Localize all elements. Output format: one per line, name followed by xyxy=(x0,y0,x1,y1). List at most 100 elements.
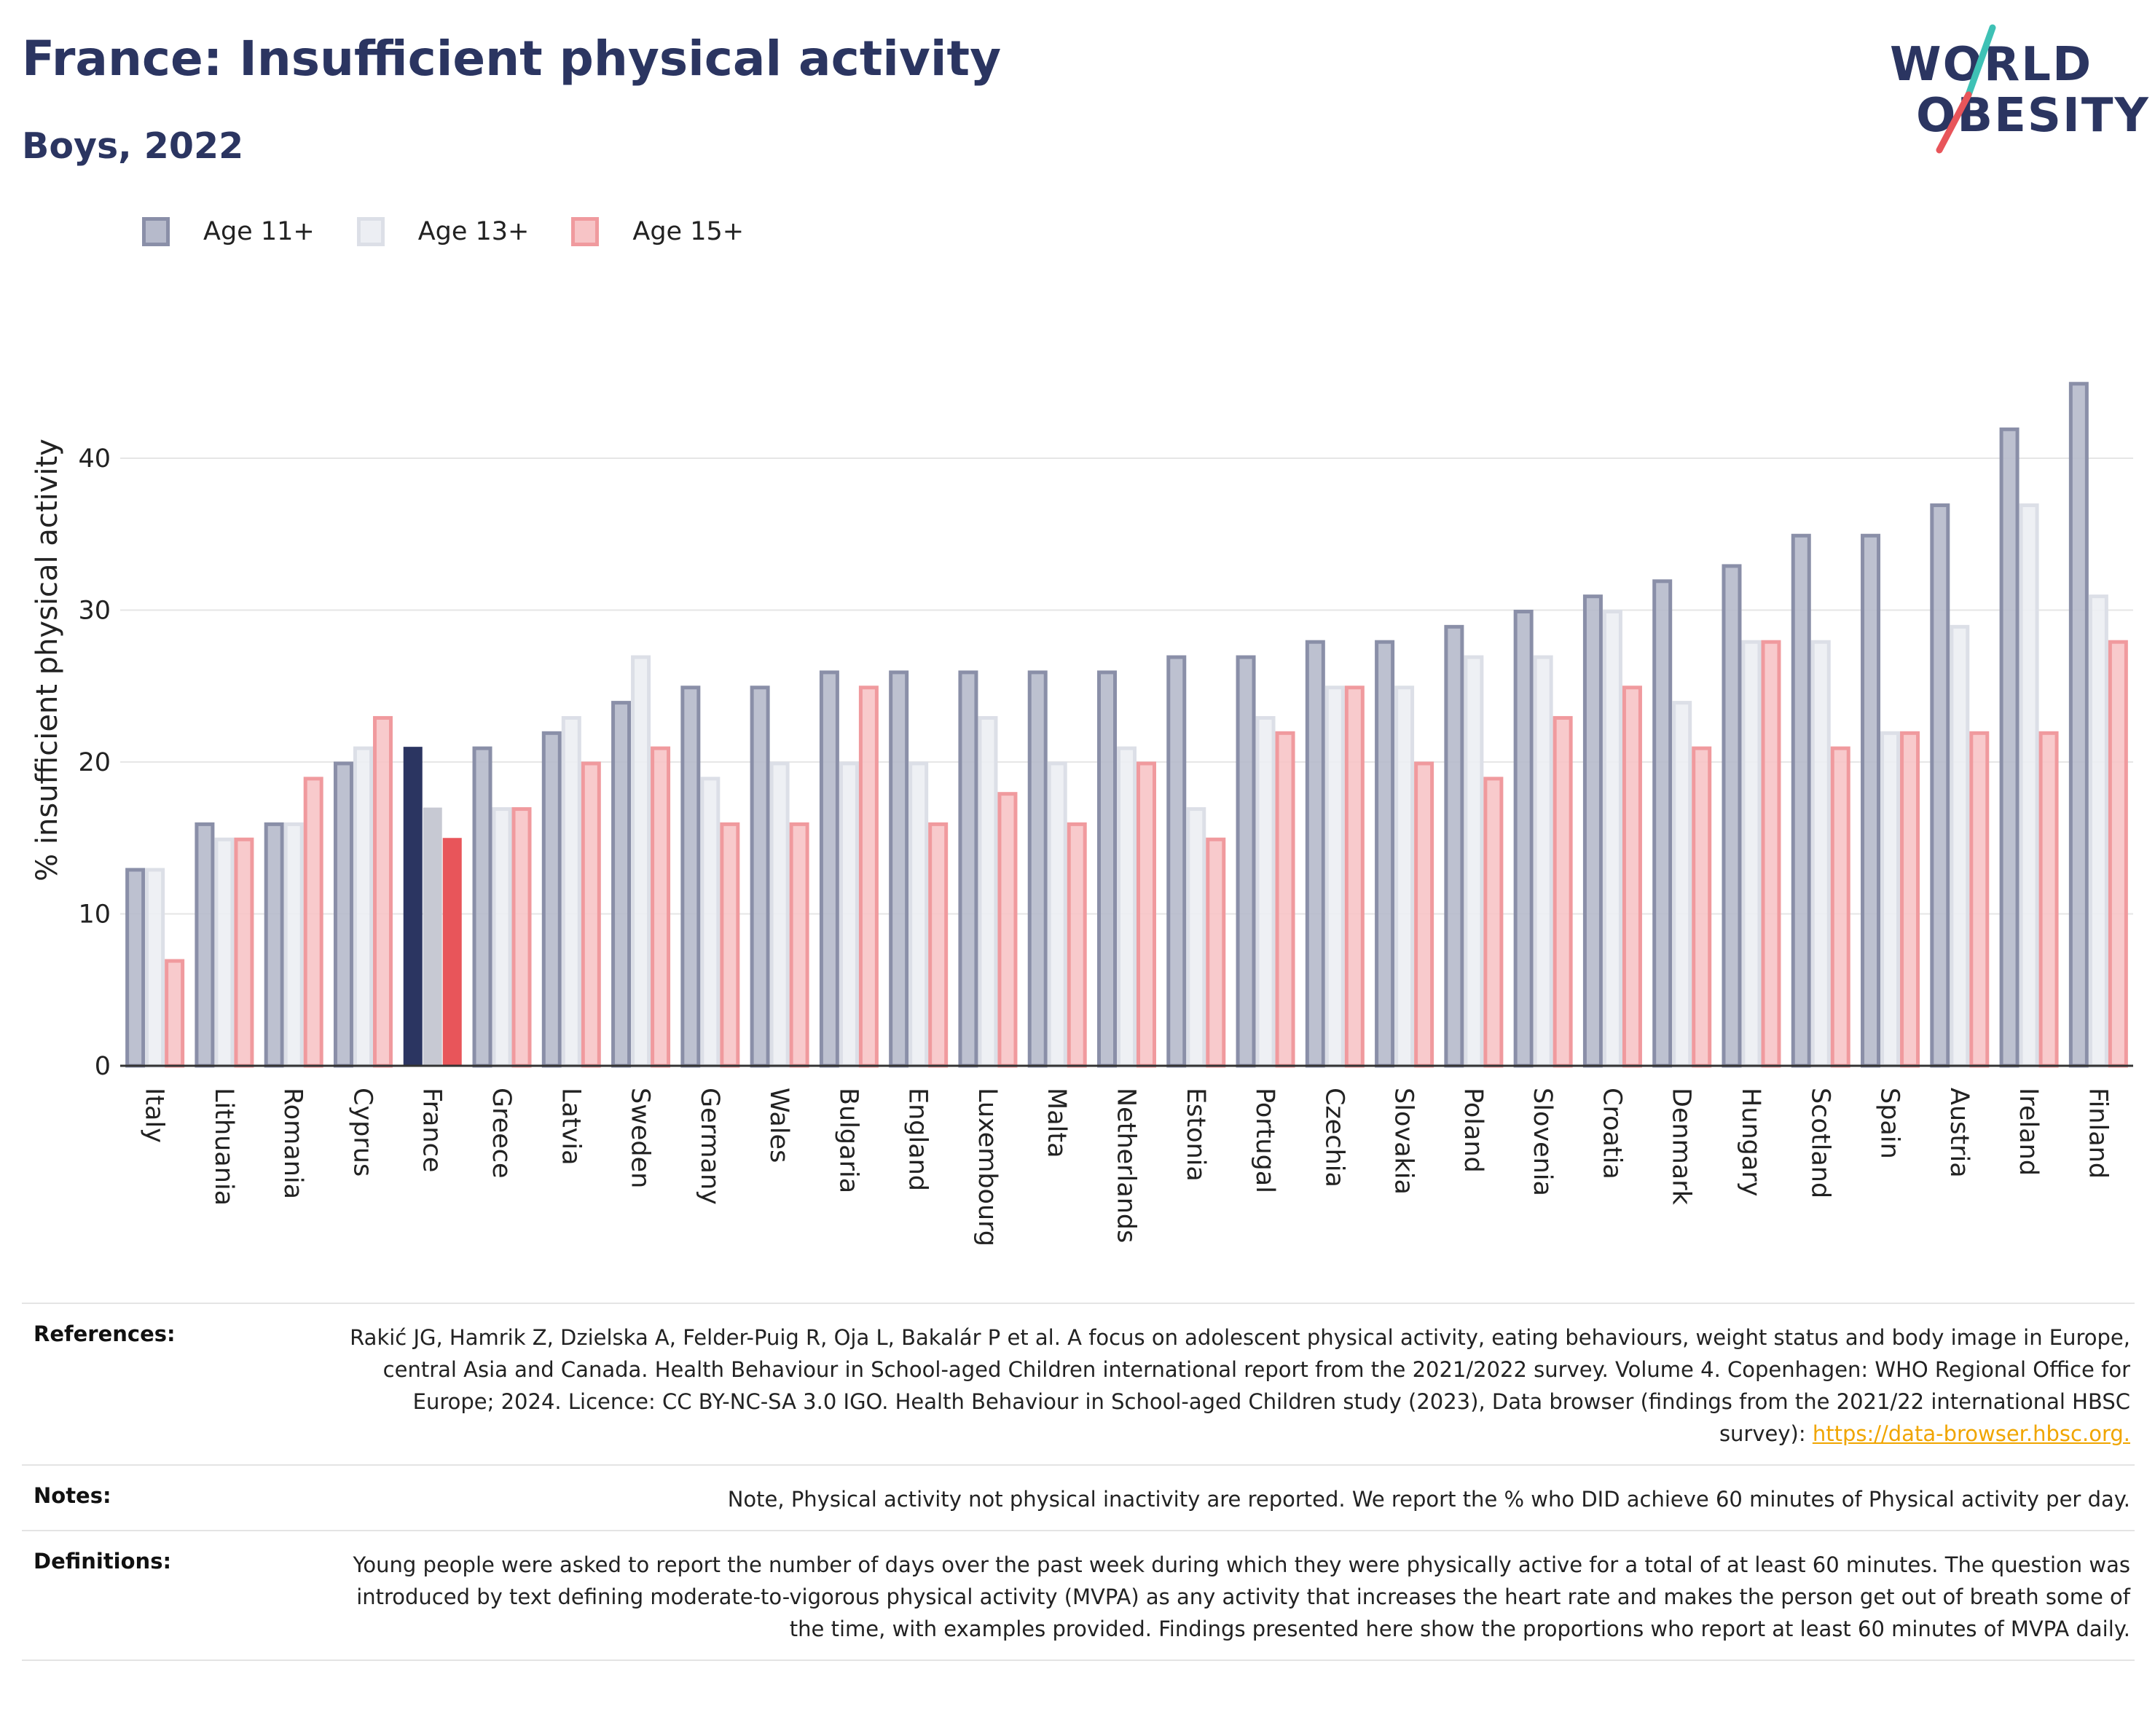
bar-portugal-age11 xyxy=(1236,655,1256,1068)
bar-lithuania-age11 xyxy=(195,822,215,1068)
bar-lithuania-age15 xyxy=(234,837,254,1068)
bar-estonia-age13 xyxy=(1186,807,1206,1068)
x-tick-label-germany: Germany xyxy=(695,1088,724,1205)
x-tick-label-slovenia: Slovenia xyxy=(1528,1088,1557,1196)
x-tick-label-romania: Romania xyxy=(278,1088,307,1199)
x-tick-label-latvia: Latvia xyxy=(556,1088,585,1166)
bar-croatia-age15 xyxy=(1622,686,1642,1068)
bar-sweden-age13 xyxy=(631,655,651,1068)
bar-wales-age11 xyxy=(750,686,770,1068)
bar-denmark-age15 xyxy=(1692,746,1712,1068)
bar-croatia-age13 xyxy=(1602,610,1622,1068)
bar-cyprus-age15 xyxy=(372,715,393,1068)
bar-greece-age13 xyxy=(492,807,512,1068)
bar-sweden-age15 xyxy=(651,746,671,1068)
references-text: Rakić JG, Hamrik Z, Dzielska A, Felder-P… xyxy=(325,1321,2135,1450)
y-axis-title: % insufficient physical activity xyxy=(31,439,64,881)
notes-text: Note, Physical activity not physical ina… xyxy=(727,1487,2130,1512)
bar-netherlands-age13 xyxy=(1117,746,1137,1068)
chart-title: France: Insufficient physical activity xyxy=(22,31,1002,87)
bar-spain-age11 xyxy=(1861,533,1881,1068)
x-tick-label-portugal: Portugal xyxy=(1250,1088,1279,1193)
bar-england-age15 xyxy=(928,822,949,1068)
legend-item-age-11[interactable]: Age 11+ xyxy=(142,217,315,246)
bar-hungary-age13 xyxy=(1741,640,1762,1068)
x-tick-label-bulgaria: Bulgaria xyxy=(833,1088,863,1193)
bar-malta-age11 xyxy=(1027,670,1048,1068)
x-tick-label-finland: Finland xyxy=(2083,1088,2112,1179)
x-tick-label-slovakia: Slovakia xyxy=(1389,1088,1418,1195)
x-tick-label-greece: Greece xyxy=(487,1088,516,1179)
x-tick-label-spain: Spain xyxy=(1875,1088,1904,1159)
bar-denmark-age13 xyxy=(1672,701,1692,1068)
y-tick-label-0: 0 xyxy=(95,1052,111,1081)
bar-ireland-age15 xyxy=(2038,731,2059,1068)
bar-ireland-age11 xyxy=(1999,427,2019,1068)
x-tick-label-lithuania: Lithuania xyxy=(209,1088,238,1206)
bar-italy-age15 xyxy=(165,959,185,1068)
bar-slovenia-age11 xyxy=(1513,610,1534,1068)
bar-denmark-age11 xyxy=(1652,579,1673,1068)
bar-latvia-age11 xyxy=(541,731,562,1068)
bar-romania-age13 xyxy=(283,822,304,1068)
bar-romania-age11 xyxy=(264,822,284,1068)
x-tick-label-estonia: Estonia xyxy=(1181,1088,1210,1182)
bar-austria-age15 xyxy=(1969,731,1990,1068)
bar-greece-age11 xyxy=(472,746,492,1068)
legend-item-age-13[interactable]: Age 13+ xyxy=(356,217,529,246)
bar-germany-age11 xyxy=(680,686,701,1068)
bar-malta-age15 xyxy=(1067,822,1087,1068)
y-tick-label-10: 10 xyxy=(78,900,111,930)
x-tick-label-cyprus: Cyprus xyxy=(348,1088,377,1177)
bar-luxembourg-age15 xyxy=(997,792,1018,1068)
bar-germany-age13 xyxy=(700,777,721,1068)
bar-sweden-age11 xyxy=(611,701,632,1068)
x-tick-label-wales: Wales xyxy=(764,1088,793,1163)
x-tick-label-croatia: Croatia xyxy=(1597,1088,1626,1179)
chart-legend: Age 11+ Age 13+ Age 15+ xyxy=(142,217,786,246)
x-tick-label-luxembourg: Luxembourg xyxy=(973,1088,1002,1246)
bar-lithuania-age13 xyxy=(214,837,235,1068)
bar-slovenia-age15 xyxy=(1553,715,1573,1068)
x-tick-label-denmark: Denmark xyxy=(1667,1088,1696,1206)
bar-italy-age11 xyxy=(125,868,146,1068)
bar-england-age11 xyxy=(889,670,909,1068)
bar-england-age13 xyxy=(908,761,929,1068)
bar-france-age11 xyxy=(403,747,423,1066)
definitions-text: Young people were asked to report the nu… xyxy=(353,1552,2130,1641)
bar-finland-age11 xyxy=(2068,382,2089,1068)
bar-czechia-age15 xyxy=(1344,686,1365,1068)
bar-netherlands-age11 xyxy=(1097,670,1117,1068)
bar-bulgaria-age15 xyxy=(858,686,879,1068)
bar-poland-age13 xyxy=(1464,655,1484,1068)
bar-scotland-age15 xyxy=(1830,746,1850,1068)
notes-row: Notes: Note, Physical activity not physi… xyxy=(22,1466,2135,1531)
x-tick-label-england: England xyxy=(903,1088,933,1191)
bar-slovakia-age15 xyxy=(1414,761,1434,1068)
x-tick-label-hungary: Hungary xyxy=(1736,1088,1765,1196)
bar-slovenia-age13 xyxy=(1533,655,1553,1068)
y-tick-label-20: 20 xyxy=(78,748,111,777)
bar-bulgaria-age11 xyxy=(819,670,839,1068)
bar-slovakia-age13 xyxy=(1394,686,1415,1068)
legend-item-age-15[interactable]: Age 15+ xyxy=(571,217,744,246)
bar-greece-age15 xyxy=(511,807,532,1068)
chart-subtitle: Boys, 2022 xyxy=(22,125,244,167)
bar-bulgaria-age13 xyxy=(839,761,859,1068)
logo-slash-red xyxy=(1936,91,1972,154)
bar-luxembourg-age11 xyxy=(958,670,978,1068)
legend-swatch-age-15 xyxy=(571,217,600,246)
bar-cyprus-age11 xyxy=(333,761,353,1068)
bar-luxembourg-age13 xyxy=(978,715,998,1068)
definitions-row: Definitions: Young people were asked to … xyxy=(22,1531,2135,1661)
x-tick-label-italy: Italy xyxy=(140,1088,169,1143)
x-tick-label-austria: Austria xyxy=(1944,1088,1974,1178)
bar-scotland-age13 xyxy=(1810,640,1831,1068)
references-link[interactable]: https://data-browser.hbsc.org. xyxy=(1812,1421,2130,1446)
bar-finland-age13 xyxy=(2088,594,2108,1068)
bar-chart: 0 10 20 30 40 % insufficient physical activit… xyxy=(31,382,2133,1246)
bar-estonia-age15 xyxy=(1206,837,1226,1068)
y-tick-label-30: 30 xyxy=(78,597,111,626)
x-tick-label-sweden: Sweden xyxy=(626,1088,655,1188)
x-tick-label-malta: Malta xyxy=(1042,1088,1071,1158)
